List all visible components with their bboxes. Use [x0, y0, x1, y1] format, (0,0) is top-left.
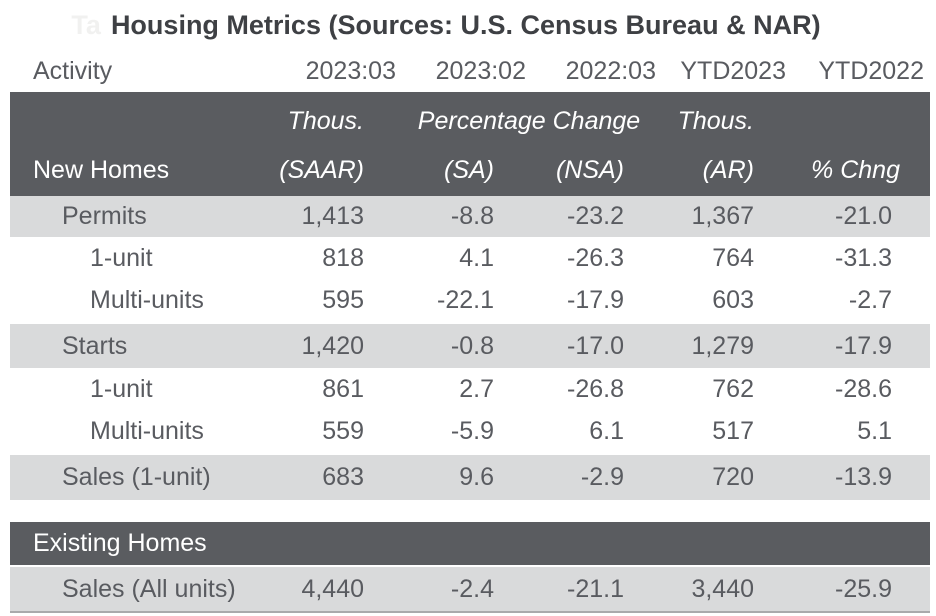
- cell-ytd2023: 1,279: [691, 331, 754, 360]
- units-thous-saar: Thous.: [287, 106, 364, 135]
- table-row-permits-1unit: 1-unit 818 4.1 -26.3 764 -31.3: [10, 237, 930, 279]
- row-label: Sales (1-unit): [62, 463, 211, 491]
- cell-ytd2022: -28.6: [835, 374, 892, 403]
- activity-column-header: Activity: [33, 56, 113, 85]
- table-row-starts-1unit: 1-unit 861 2.7 -26.8 762 -28.6: [10, 368, 930, 410]
- period-header-2023-02: 2023:02: [435, 56, 526, 85]
- cell-2022-03: -17.9: [567, 285, 624, 314]
- subheader-pct-chng: % Chng: [811, 155, 900, 184]
- units-header-line: Thous. Percentage Change Thous.: [10, 92, 930, 144]
- cell-ytd2023: 3,440: [691, 574, 754, 603]
- cell-2023-03: 861: [322, 374, 364, 403]
- row-gap: [10, 565, 930, 567]
- subheader-sa: (SA): [444, 155, 494, 184]
- period-header-row: Activity 2023:03 2023:02 2022:03 YTD2023…: [10, 50, 930, 92]
- table-row-sales-1unit: Sales (1-unit) 683 9.6 -2.9 720 -13.9: [10, 455, 930, 500]
- row-label: 1-unit: [90, 374, 153, 403]
- units-thous-ar: Thous.: [677, 106, 754, 135]
- units-spacer: [10, 98, 275, 144]
- row-label: Starts: [62, 331, 128, 360]
- subheader-ar: (AR): [702, 155, 754, 184]
- cell-2023-02: -2.4: [450, 574, 494, 603]
- cell-ytd2022: -25.9: [835, 574, 892, 603]
- period-header-ytd2022: YTD2022: [818, 56, 924, 85]
- table-row-permits: Permits 1,413 -8.8 -23.2 1,367 -21.0: [10, 196, 930, 237]
- cell-2022-03: -23.2: [567, 202, 624, 230]
- period-header-2023-03: 2023:03: [305, 56, 396, 85]
- cell-2022-03: 6.1: [589, 416, 624, 445]
- page-title: Housing Metrics (Sources: U.S. Census Bu…: [110, 9, 821, 40]
- cell-2023-03: 818: [322, 243, 364, 272]
- cell-2023-02: -0.8: [450, 331, 494, 360]
- existing-homes-section-header: Existing Homes: [10, 522, 930, 565]
- section-gap: [10, 500, 930, 522]
- cell-ytd2022: 5.1: [857, 416, 892, 445]
- cell-2022-03: -26.3: [567, 243, 624, 272]
- subheader-line: New Homes (SAAR) (SA) (NSA) (AR) % Chng: [10, 144, 930, 196]
- cell-ytd2022: -31.3: [835, 243, 892, 272]
- cell-2023-03: 595: [322, 285, 364, 314]
- cell-2023-03: 683: [322, 463, 364, 491]
- title-row: Ta Housing Metrics (Sources: U.S. Census…: [0, 0, 914, 50]
- cell-2023-03: 4,440: [301, 574, 364, 603]
- cell-ytd2022: -2.7: [848, 285, 892, 314]
- cell-2022-03: -17.0: [567, 331, 624, 360]
- table-row-starts: Starts 1,420 -0.8 -17.0 1,279 -17.9: [10, 324, 930, 368]
- cell-ytd2023: 720: [712, 463, 754, 491]
- cell-2023-02: 9.6: [459, 463, 494, 491]
- units-percentage-change: Percentage Change: [417, 106, 641, 135]
- new-homes-label: New Homes: [33, 155, 170, 184]
- new-homes-section-header: Thous. Percentage Change Thous. New Home…: [10, 92, 930, 196]
- cell-ytd2023: 1,367: [691, 202, 754, 230]
- row-gap: [10, 452, 930, 455]
- cell-ytd2023: 517: [712, 416, 754, 445]
- period-header-2022-03: 2022:03: [565, 56, 656, 85]
- table-row-sales-all-units: Sales (All units) 4,440 -2.4 -21.1 3,440…: [10, 567, 930, 611]
- cell-2022-03: -26.8: [567, 374, 624, 403]
- row-gap: [10, 321, 930, 324]
- cell-2023-02: -22.1: [437, 285, 494, 314]
- cell-2023-02: -5.9: [450, 416, 494, 445]
- row-label: Multi-units: [90, 285, 204, 314]
- cell-ytd2022: -21.0: [835, 202, 892, 230]
- cell-2023-02: -8.8: [450, 202, 494, 230]
- cell-2023-02: 4.1: [459, 243, 494, 272]
- row-label: Sales (All units): [62, 574, 236, 603]
- cell-2023-03: 559: [322, 416, 364, 445]
- cell-ytd2023: 762: [712, 374, 754, 403]
- row-label: 1-unit: [90, 243, 153, 272]
- cell-ytd2022: -13.9: [835, 463, 892, 491]
- cell-2022-03: -2.9: [580, 463, 624, 491]
- cell-2022-03: -21.1: [567, 574, 624, 603]
- faint-watermark-text: Ta: [71, 9, 101, 40]
- cell-ytd2022: -17.9: [835, 331, 892, 360]
- table-row-starts-multiunits: Multi-units 559 -5.9 6.1 517 5.1: [10, 410, 930, 452]
- cell-ytd2023: 764: [712, 243, 754, 272]
- cell-ytd2023: 603: [712, 285, 754, 314]
- row-label: Multi-units: [90, 416, 204, 445]
- cell-2023-03: 1,413: [301, 202, 364, 230]
- units-spacer-right: [792, 98, 930, 144]
- cell-2023-02: 2.7: [459, 374, 494, 403]
- subheader-saar: (SAAR): [279, 155, 364, 184]
- period-header-ytd2023: YTD2023: [680, 56, 786, 85]
- subheader-nsa: (NSA): [555, 155, 624, 184]
- cell-2023-03: 1,420: [301, 331, 364, 360]
- table-body: Thous. Percentage Change Thous. New Home…: [10, 92, 930, 613]
- row-label: Permits: [62, 202, 147, 230]
- table-bottom-rule: [10, 611, 930, 613]
- existing-homes-label: Existing Homes: [33, 529, 207, 557]
- table-row-permits-multiunits: Multi-units 595 -22.1 -17.9 603 -2.7: [10, 279, 930, 321]
